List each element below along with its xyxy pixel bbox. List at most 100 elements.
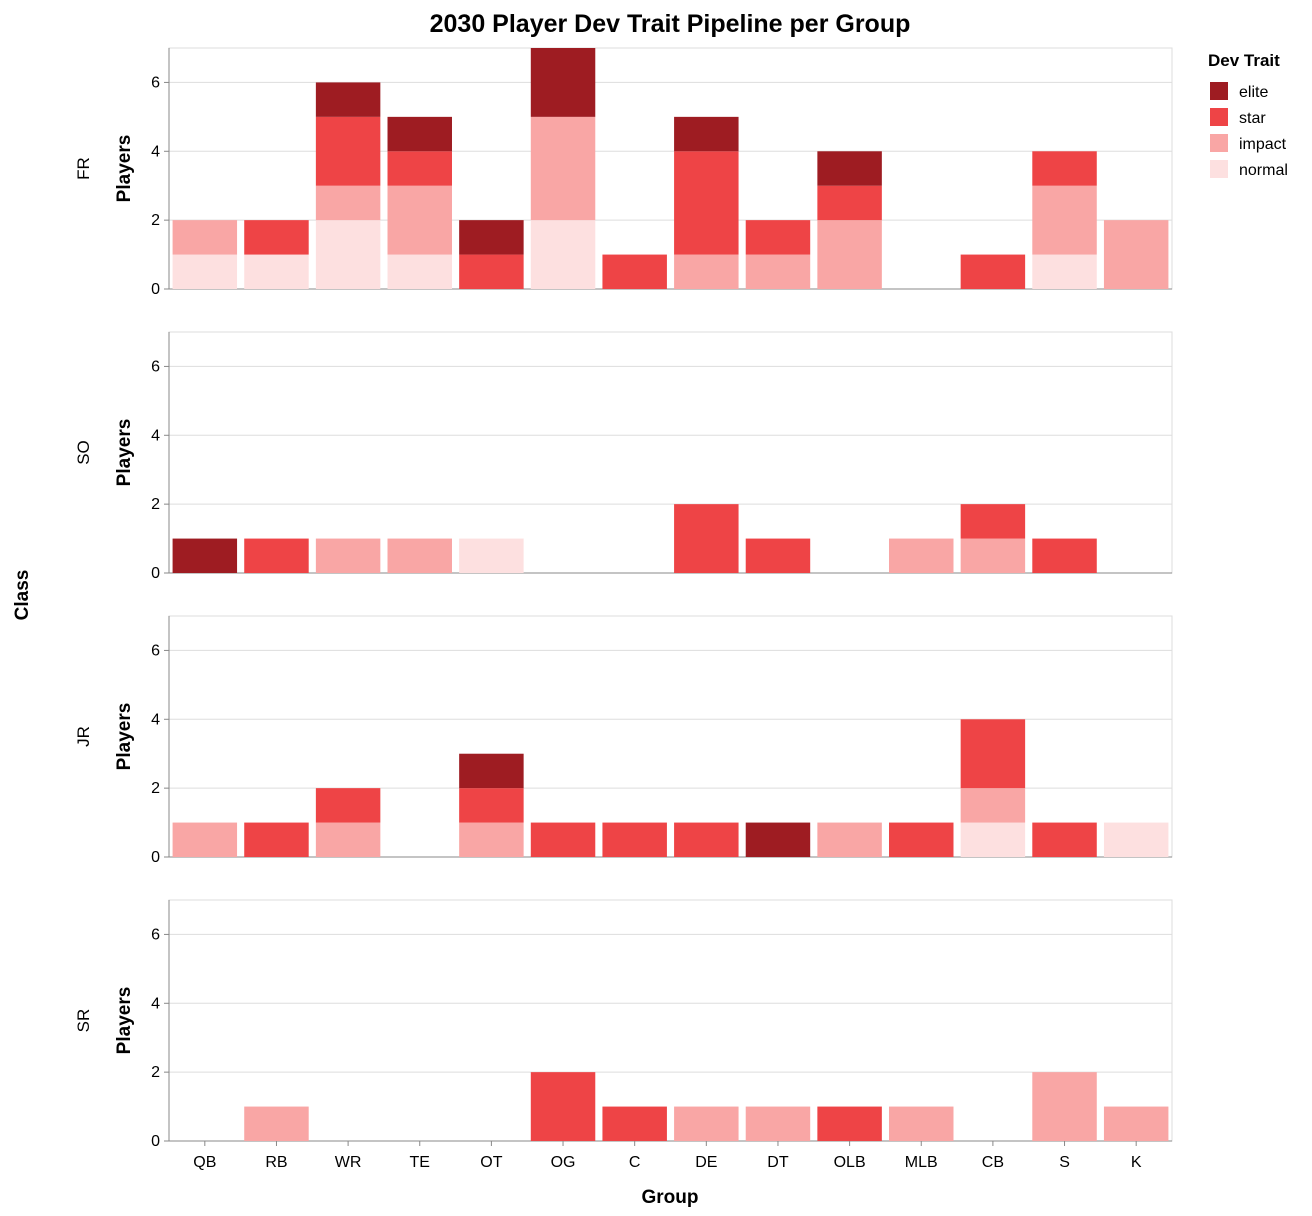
row-title: Class — [12, 570, 33, 621]
bar-segment-star — [244, 822, 309, 857]
legend-label-impact: impact — [1239, 136, 1287, 153]
y-tick-label: 2 — [151, 780, 160, 797]
bar-segment-impact — [244, 1106, 309, 1141]
legend-label-elite: elite — [1239, 84, 1268, 101]
y-tick-label: 6 — [151, 358, 160, 375]
bar-segment-star — [602, 1106, 667, 1141]
bar-segment-star — [960, 719, 1026, 789]
bar-segment-normal — [244, 254, 309, 289]
y-tick-label: 0 — [151, 1133, 160, 1150]
y-axis-title: Players — [114, 135, 135, 203]
bar-segment-impact — [1032, 185, 1097, 255]
y-tick-label: 2 — [151, 212, 160, 229]
bar-segment-normal — [172, 254, 238, 289]
bar-segment-impact — [1032, 1072, 1097, 1141]
legend-label-normal: normal — [1239, 162, 1288, 179]
bar-segment-impact — [459, 822, 524, 857]
bar-segment-star — [960, 254, 1026, 289]
legend-label-star: star — [1239, 110, 1266, 127]
bar-segment-elite — [530, 48, 596, 117]
bar-segment-star — [244, 538, 309, 573]
x-axis: QB RB WR TE OT OG C DE DT OLB MLB CB S K — [193, 1141, 1142, 1171]
bar-segment-star — [530, 1072, 596, 1141]
bar-segment-impact — [889, 538, 954, 573]
x-tick-label: DT — [767, 1154, 789, 1171]
bar-segment-impact — [817, 822, 882, 857]
y-axis-title: Players — [114, 987, 135, 1055]
bar-segment-elite — [745, 822, 811, 857]
bar-segment-star — [602, 822, 667, 857]
y-tick-label: 0 — [151, 565, 160, 582]
row-label: SO — [74, 440, 93, 465]
y-tick-label: 0 — [151, 849, 160, 866]
x-tick-label: OG — [551, 1154, 576, 1171]
bar-segment-impact — [172, 220, 238, 255]
row-label: JR — [74, 726, 93, 747]
bar-segment-elite — [459, 753, 524, 789]
bar-segment-star — [674, 822, 739, 857]
x-tick-label: RB — [265, 1154, 287, 1171]
bar-segment-star — [1032, 151, 1097, 186]
x-tick-label: K — [1131, 1154, 1142, 1171]
bar-segment-elite — [315, 82, 381, 117]
bar-segment-star — [530, 822, 596, 857]
y-tick-label: 4 — [151, 427, 160, 444]
x-axis-title: Group — [642, 1187, 699, 1208]
bar-segment-impact — [1103, 1106, 1169, 1141]
facet-fr: 0 2 4 6 Players FR — [74, 47, 1173, 298]
bar-segment-impact — [172, 822, 238, 857]
bar-segment-impact — [315, 538, 381, 573]
x-tick-label: QB — [193, 1154, 216, 1171]
bar-segment-normal — [1103, 822, 1169, 857]
bar-segment-star — [315, 116, 381, 186]
x-tick-label: OLB — [834, 1154, 866, 1171]
bar-segment-impact — [889, 1106, 954, 1141]
bar-segment-star — [817, 1106, 882, 1141]
bar-segment-star — [960, 504, 1026, 539]
y-tick-label: 6 — [151, 926, 160, 943]
facet-sr: 0 2 4 6 Players SR — [74, 899, 1173, 1150]
bar-segment-star — [387, 151, 452, 186]
facet-so: 0 2 4 6 Players SO — [74, 331, 1173, 582]
panel-frame — [168, 899, 1173, 1142]
bar-segment-star — [1032, 822, 1097, 857]
legend: Dev Trait elite star impact normal — [1208, 51, 1288, 179]
x-tick-label: CB — [982, 1154, 1004, 1171]
bar-segment-normal — [960, 822, 1026, 857]
y-tick-label: 2 — [151, 1064, 160, 1081]
bar-segment-impact — [387, 185, 452, 255]
bar-segment-star — [1032, 538, 1097, 573]
bar-segment-impact — [315, 185, 381, 221]
x-tick-label: OT — [480, 1154, 502, 1171]
facet-panels: 0246PlayersFR0246PlayersSO0246PlayersJR0… — [74, 47, 1173, 1150]
bar-segment-star — [315, 788, 381, 823]
bar-segment-star — [674, 151, 739, 255]
x-tick-label: C — [629, 1154, 641, 1171]
y-tick-label: 0 — [151, 281, 160, 298]
facet-jr: 0 2 4 6 Players JR — [74, 615, 1173, 866]
bar-segment-impact — [1103, 220, 1169, 289]
legend-swatch-impact — [1210, 134, 1228, 152]
bar-segment-impact — [960, 538, 1026, 573]
y-tick-label: 6 — [151, 642, 160, 659]
bar-segment-star — [817, 185, 882, 221]
bar-segment-impact — [817, 220, 882, 289]
legend-swatch-elite — [1210, 82, 1228, 100]
x-tick-label: MLB — [905, 1154, 938, 1171]
bar-segment-normal — [387, 254, 452, 289]
x-tick-label: TE — [410, 1154, 430, 1171]
y-tick-label: 4 — [151, 143, 160, 160]
row-label: SR — [74, 1009, 93, 1033]
bar-segment-elite — [387, 116, 452, 152]
bar-segment-star — [459, 254, 524, 289]
bar-segment-elite — [172, 538, 238, 573]
bar-segment-star — [459, 788, 524, 823]
bar-segment-impact — [315, 822, 381, 857]
row-label: FR — [74, 157, 93, 180]
bar-segment-star — [244, 220, 309, 255]
legend-swatch-normal — [1210, 160, 1228, 178]
y-axis-title: Players — [114, 419, 135, 487]
chart-title: 2030 Player Dev Trait Pipeline per Group — [430, 10, 911, 38]
bar-segment-normal — [315, 220, 381, 289]
